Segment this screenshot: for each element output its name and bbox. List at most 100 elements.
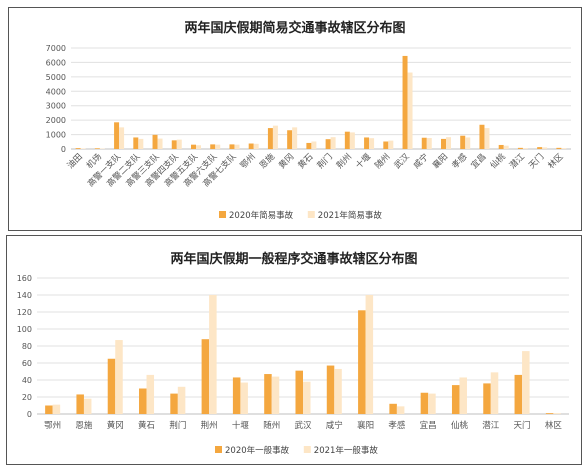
x-category-label: 襄阳 bbox=[357, 420, 374, 431]
bar-series-1 bbox=[133, 137, 139, 149]
x-category-label: 油田 bbox=[65, 151, 85, 171]
bar-series-1 bbox=[170, 393, 178, 414]
bar-series-2 bbox=[253, 143, 259, 149]
chart-title: 两年国庆假期一般程序交通事故辖区分布图 bbox=[170, 252, 418, 267]
bar-series-2 bbox=[292, 127, 298, 149]
x-category-label: 黄石 bbox=[296, 151, 316, 171]
bar-series-1 bbox=[45, 405, 53, 414]
bar-series-1 bbox=[232, 377, 241, 414]
general-accident-bar-chart: 0 20 40 60 80 100 120 140 160 鄂州 恩施 黄冈 黄石 荆门 荆州 十堰 随州 武汉 咸… bbox=[17, 274, 569, 456]
bar-series-2 bbox=[349, 132, 355, 149]
x-category-label: 鄂州 bbox=[239, 152, 258, 171]
x-category-label: 宜昌 bbox=[469, 151, 489, 171]
x-category-label: 潜江 bbox=[482, 420, 500, 431]
bar-series-1 bbox=[287, 130, 293, 149]
y-tick-label: 0 bbox=[61, 145, 66, 154]
bar-series-2 bbox=[115, 340, 123, 414]
bar-series-1 bbox=[479, 124, 485, 149]
chart-title: 两年国庆假期简易交通事故辖区分布图 bbox=[184, 21, 406, 36]
legend-swatch bbox=[303, 446, 311, 453]
bar-series-1 bbox=[267, 128, 273, 149]
x-category-label: 随州 bbox=[373, 151, 393, 171]
bar-series-1 bbox=[556, 147, 562, 149]
bar-series-2 bbox=[52, 404, 61, 414]
x-category-label: 荆门 bbox=[315, 151, 335, 171]
bar-series-2 bbox=[428, 393, 436, 414]
x-category-label: 孝感 bbox=[388, 420, 406, 431]
x-category-label: 武汉 bbox=[392, 151, 412, 171]
bar-series-2 bbox=[396, 406, 405, 414]
bar-series-1 bbox=[171, 140, 177, 149]
y-tick-label: 60 bbox=[22, 359, 32, 368]
bar-series-1 bbox=[402, 55, 408, 149]
bar-series-2 bbox=[553, 413, 561, 414]
bar-series-2 bbox=[83, 398, 92, 414]
legend-swatch bbox=[219, 211, 226, 218]
bar-series-1 bbox=[326, 365, 335, 414]
x-category-label: 仙桃 bbox=[451, 420, 469, 431]
x-category-label: 荆门 bbox=[169, 420, 186, 431]
bar-series-2 bbox=[503, 145, 509, 149]
bar-series-2 bbox=[157, 138, 163, 149]
bar-series-1 bbox=[75, 148, 81, 149]
x-category-label: 荆州 bbox=[334, 151, 354, 171]
general-accident-chart-panel: 两年国庆假期一般程序交通事故辖区分布图 0 20 40 60 80 100 120 140 16… bbox=[6, 235, 582, 465]
bar-series-1 bbox=[114, 122, 120, 149]
bar-series-1 bbox=[139, 388, 147, 414]
bar-series-2 bbox=[388, 140, 394, 149]
bar-series-1 bbox=[191, 144, 196, 149]
legend-label: 2021年简易事故 bbox=[318, 210, 383, 221]
bar-series-2 bbox=[330, 137, 336, 149]
bar-series-2 bbox=[426, 138, 432, 149]
bar-series-2 bbox=[484, 128, 490, 149]
y-tick-label: 1000 bbox=[46, 131, 66, 140]
bar-series-1 bbox=[364, 137, 370, 149]
y-tick-label: 120 bbox=[17, 308, 32, 317]
bar-series-2 bbox=[465, 137, 471, 149]
x-category-label: 咸宁 bbox=[411, 151, 431, 171]
bar-series-2 bbox=[490, 372, 499, 414]
simple-accident-chart-panel: 两年国庆假期简易交通事故辖区分布图 0 1000 2000 3000 4000 5000 6… bbox=[8, 7, 582, 231]
bar-series-1 bbox=[421, 137, 427, 149]
bar-series-2 bbox=[138, 138, 144, 149]
x-category-label: 荆州 bbox=[201, 420, 218, 431]
x-category-label: 十堰 bbox=[232, 420, 250, 431]
y-tick-label: 5000 bbox=[46, 73, 66, 82]
bar-series-2 bbox=[369, 138, 375, 149]
bar-series-2 bbox=[446, 137, 451, 149]
bar-series-1 bbox=[201, 339, 210, 414]
legend-label: 2021年一般事故 bbox=[314, 445, 379, 456]
y-tick-label: 160 bbox=[17, 274, 32, 283]
bar-series-1 bbox=[451, 385, 460, 414]
y-tick-label: 20 bbox=[22, 393, 32, 402]
bar-series-1 bbox=[248, 143, 254, 149]
y-tick-label: 140 bbox=[17, 291, 32, 300]
bar-series-1 bbox=[295, 370, 303, 414]
bar-series-1 bbox=[389, 403, 397, 414]
bar-series-1 bbox=[537, 147, 543, 149]
bar-series-2 bbox=[334, 368, 342, 414]
x-category-label: 孝感 bbox=[450, 151, 470, 171]
bar-series-1 bbox=[483, 383, 491, 414]
bar-series-2 bbox=[271, 376, 280, 414]
x-category-label: 林区 bbox=[546, 151, 566, 171]
bar-series-2 bbox=[303, 381, 311, 414]
x-category-label: 随州 bbox=[263, 420, 280, 431]
bar-series-1 bbox=[358, 310, 366, 414]
bar-series-1 bbox=[325, 139, 331, 149]
x-category-label: 恩施 bbox=[257, 151, 277, 171]
y-tick-label: 4000 bbox=[46, 87, 66, 96]
bar-series-1 bbox=[229, 144, 235, 149]
bar-series-1 bbox=[107, 358, 116, 414]
x-category-label: 黄石 bbox=[138, 420, 155, 431]
bar-series-2 bbox=[542, 147, 548, 149]
legend-swatch bbox=[307, 211, 315, 218]
bar-series-2 bbox=[240, 382, 248, 414]
bar-series-2 bbox=[80, 148, 86, 149]
y-tick-label: 2000 bbox=[46, 116, 66, 125]
bar-series-1 bbox=[420, 392, 429, 414]
x-category-label: 林区 bbox=[545, 420, 563, 431]
x-category-label: 潜江 bbox=[507, 151, 527, 171]
bar-series-2 bbox=[459, 377, 467, 414]
